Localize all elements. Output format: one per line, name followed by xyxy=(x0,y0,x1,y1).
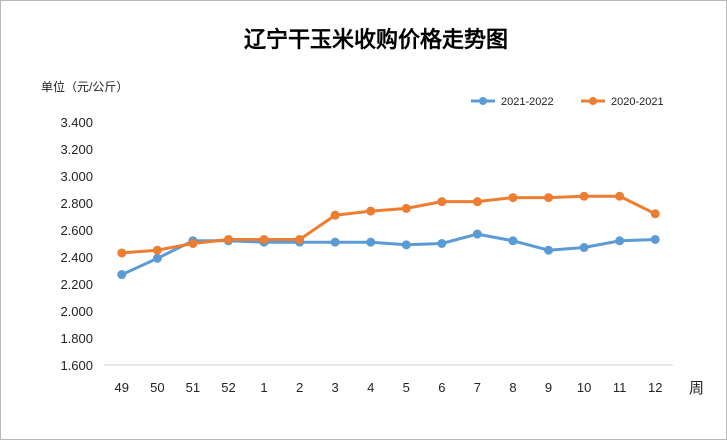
data-point xyxy=(401,240,411,250)
x-tick-label: 11 xyxy=(613,380,627,395)
legend: 2021-2022 2020-2021 xyxy=(471,96,664,108)
data-point xyxy=(259,234,269,244)
data-point xyxy=(330,237,340,247)
data-point xyxy=(615,191,625,201)
data-point xyxy=(295,234,305,244)
legend-entry-label: 2021-2022 xyxy=(501,96,554,108)
x-tick-label: 8 xyxy=(509,380,516,395)
legend-swatch-marker xyxy=(589,97,597,105)
data-point xyxy=(401,203,411,213)
x-tick-label: 10 xyxy=(577,380,591,395)
y-tick-label: 2.000 xyxy=(60,304,93,319)
data-point xyxy=(650,234,660,244)
y-tick-label: 3.200 xyxy=(60,142,93,157)
y-tick-label: 3.000 xyxy=(60,169,93,184)
x-tick-label: 7 xyxy=(474,380,481,395)
y-tick-label: 1.600 xyxy=(60,358,93,373)
x-tick-label: 9 xyxy=(545,380,552,395)
data-point xyxy=(650,209,660,219)
data-point xyxy=(188,239,198,248)
chart-title: 辽宁干玉米收购价格走势图 xyxy=(244,27,508,53)
series-1 xyxy=(117,229,660,280)
y-axis-unit-label: 单位（元/公斤） xyxy=(41,79,128,94)
data-point xyxy=(472,229,482,239)
y-tick-label: 2.400 xyxy=(60,250,93,265)
y-tick-label: 1.800 xyxy=(60,331,93,346)
series-line xyxy=(121,232,656,276)
data-point xyxy=(508,193,518,203)
x-tick-label: 51 xyxy=(186,380,200,395)
x-tick-label: 1 xyxy=(260,380,267,395)
x-tick-label: 52 xyxy=(221,380,235,395)
series-line xyxy=(121,194,656,255)
x-tick-label: 2 xyxy=(296,380,303,395)
series-2 xyxy=(117,191,660,258)
data-point xyxy=(579,243,589,253)
data-point xyxy=(508,236,518,246)
y-tick-label: 2.800 xyxy=(60,196,93,211)
y-tick-label: 2.600 xyxy=(60,223,93,238)
y-tick-label: 3.400 xyxy=(60,115,93,130)
data-point xyxy=(544,245,554,255)
x-tick-label: 4 xyxy=(367,380,374,395)
data-point xyxy=(152,245,162,255)
x-tick-label: 50 xyxy=(150,380,164,395)
data-point xyxy=(579,191,589,201)
legend-swatch-marker xyxy=(479,97,487,105)
x-tick-label: 6 xyxy=(438,380,445,395)
axes: 3.400 3.200 3.000 2.800 2.600 2.400 2.200 2.000… xyxy=(60,115,673,395)
data-point xyxy=(472,197,482,207)
data-point xyxy=(437,197,447,207)
data-point xyxy=(437,239,447,248)
y-tick-label: 2.200 xyxy=(60,277,93,292)
data-point xyxy=(117,270,127,280)
data-point xyxy=(615,236,625,246)
data-point xyxy=(152,253,162,263)
data-point xyxy=(223,234,233,244)
data-point xyxy=(366,206,376,216)
x-axis-label: 周 xyxy=(689,380,704,397)
legend-entry-label: 2020-2021 xyxy=(611,96,664,108)
data-point xyxy=(366,237,376,247)
x-tick-label: 3 xyxy=(332,380,339,395)
data-point xyxy=(544,193,554,203)
data-point xyxy=(117,248,127,258)
series-group xyxy=(117,191,660,280)
data-point xyxy=(330,210,340,220)
x-tick-label: 12 xyxy=(648,380,662,395)
x-tick-label: 5 xyxy=(403,380,410,395)
x-tick-label: 49 xyxy=(115,380,129,395)
